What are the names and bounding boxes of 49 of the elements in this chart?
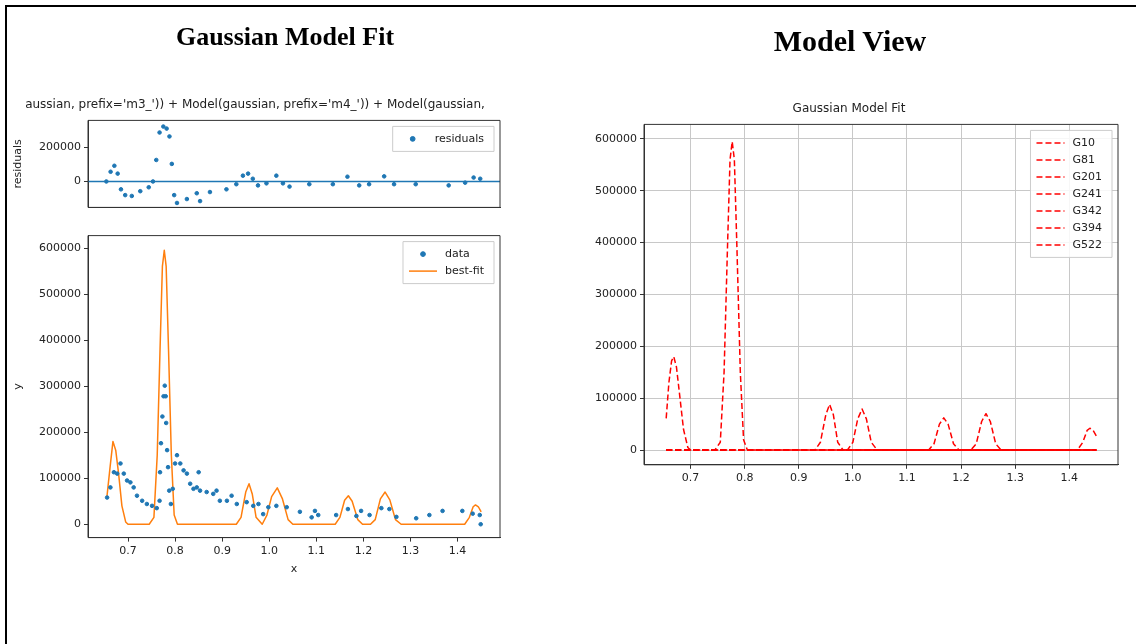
y-tick-label: 500000 xyxy=(595,183,637,197)
chart-title: Model View xyxy=(772,24,928,58)
y-tick-label: 600000 xyxy=(39,240,81,254)
legend-label: G522 xyxy=(1072,237,1103,251)
y-tick-label: 200000 xyxy=(39,425,81,439)
y-tick-label: 400000 xyxy=(39,332,81,346)
x-tick-label: 0.9 xyxy=(790,471,808,485)
legend-label: G394 xyxy=(1072,220,1103,234)
x-tick-label: 1.3 xyxy=(1006,471,1024,485)
legend-label: G241 xyxy=(1072,186,1103,200)
y-tick-label: 200000 xyxy=(39,140,81,154)
y-tick-label: 300000 xyxy=(595,287,637,301)
legend-label: data xyxy=(445,246,470,260)
x-tick-label: 1.1 xyxy=(307,544,326,558)
y-axis-title: y xyxy=(11,382,25,390)
x-tick-label: 1.3 xyxy=(401,544,420,558)
y-tick-label: 0 xyxy=(630,442,637,456)
y-tick-label: 0 xyxy=(74,517,81,531)
legend-label: residuals xyxy=(434,131,485,145)
x-tick-label: 1.2 xyxy=(952,471,970,485)
x-tick-label: 1.4 xyxy=(1060,471,1079,485)
x-tick-label: 1.1 xyxy=(898,471,916,485)
legend-label: G81 xyxy=(1072,152,1096,166)
x-tick-label: 1.0 xyxy=(260,544,279,558)
y-tick-label: 300000 xyxy=(39,379,81,392)
x-tick-label: 0.8 xyxy=(735,471,754,485)
legend-label: best-fit xyxy=(445,263,485,277)
x-tick-label: 0.7 xyxy=(119,544,137,558)
x-tick-label: 0.8 xyxy=(166,544,184,558)
x-tick-label: 1.4 xyxy=(448,544,467,558)
y-tick-label: 100000 xyxy=(595,391,637,405)
x-tick-label: 0.9 xyxy=(213,544,231,558)
x-tick-label: 1.0 xyxy=(844,471,862,485)
legend-label: G342 xyxy=(1072,203,1103,217)
chart-subtitle: Gaussian Model Fit xyxy=(792,101,906,116)
chart-title: Gaussian Model Fit xyxy=(174,22,396,52)
y-tick-label: 100000 xyxy=(39,471,81,485)
y-axis-title: residuals xyxy=(11,138,25,189)
y-tick-label: 600000 xyxy=(595,131,637,145)
y-tick-label: 200000 xyxy=(595,339,637,353)
legend-label: G201 xyxy=(1072,169,1103,183)
chart-subtitle: aussian, prefix='m3_')) + Model(gaussian, prefix='m4_')) + Model(gaussian, xyxy=(25,97,485,112)
x-tick-label: 1.2 xyxy=(354,544,373,558)
y-tick-label: 0 xyxy=(74,174,81,188)
x-tick-label: 0.7 xyxy=(681,471,700,485)
x-axis-title: x xyxy=(290,562,298,576)
legend-label: G10 xyxy=(1072,135,1096,149)
y-tick-label: 500000 xyxy=(39,286,81,300)
y-tick-label: 400000 xyxy=(595,235,637,249)
